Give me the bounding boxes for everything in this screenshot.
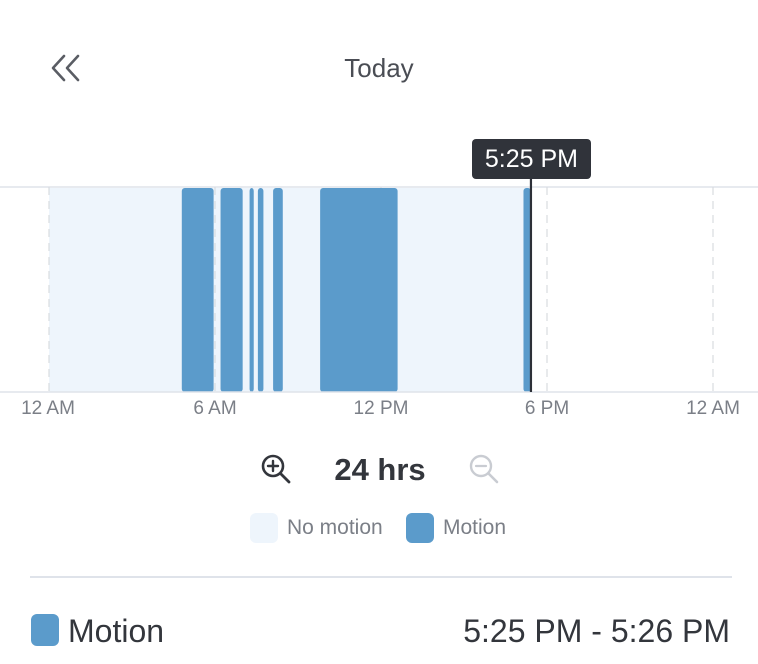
- zoom-level-label: 24 hrs: [334, 452, 426, 487]
- no-motion-swatch: [250, 513, 278, 543]
- x-tick-label: 6 AM: [193, 398, 237, 419]
- x-tick-label: 12 PM: [353, 398, 409, 419]
- header: Today: [0, 0, 758, 140]
- timeline-chart[interactable]: [0, 130, 758, 430]
- motion-timeline[interactable]: 5:25 PM 12 AM 6 AM 12 PM 6 PM 12 AM: [0, 130, 758, 430]
- motion-segment-0: [181, 188, 214, 392]
- zoom-in-icon[interactable]: [258, 451, 294, 487]
- motion-segment-1: [220, 188, 243, 392]
- event-row[interactable]: Motion 5:25 PM - 5:26 PM: [0, 604, 758, 660]
- motion-segment-4: [273, 188, 283, 392]
- motion-segment-5: [320, 188, 398, 392]
- x-tick-label: 6 PM: [524, 398, 570, 419]
- motion-segment-2: [249, 188, 254, 392]
- motion-segment-3: [257, 188, 264, 392]
- divider: [30, 576, 732, 578]
- event-type-label: Motion: [68, 613, 165, 649]
- legend: No motion Motion: [0, 511, 758, 545]
- motion-segment-6: [523, 188, 531, 392]
- cursor-time-tooltip: 5:25 PM: [471, 139, 591, 179]
- x-tick-label: 12 AM: [21, 398, 75, 419]
- page-title: Today: [344, 53, 414, 83]
- motion-legend-label: Motion: [443, 516, 507, 539]
- event-time-range: 5:25 PM - 5:26 PM: [463, 613, 730, 649]
- double-chevron-left-icon[interactable]: [44, 48, 88, 88]
- motion-swatch: [406, 513, 434, 543]
- zoom-controls: 24 hrs: [0, 448, 758, 492]
- no-motion-legend-label: No motion: [287, 516, 383, 539]
- no-motion-span: [49, 188, 531, 392]
- zoom-out-icon[interactable]: [466, 451, 502, 487]
- motion-event-swatch: [31, 614, 59, 646]
- x-tick-label: 12 AM: [686, 398, 740, 419]
